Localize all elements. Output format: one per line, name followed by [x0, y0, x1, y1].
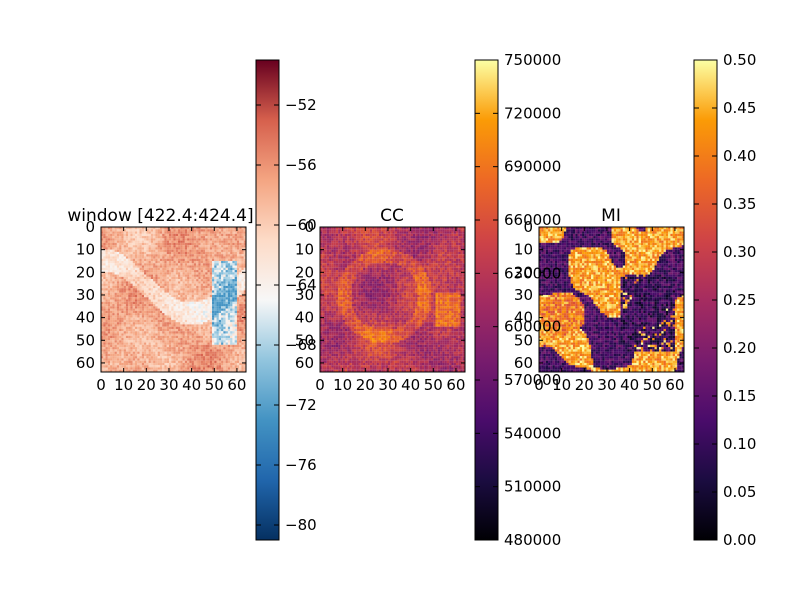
x-tick-label: 40	[401, 376, 420, 394]
colorbar-tick-label: 0.45	[723, 99, 756, 117]
x-tick-label: 10	[333, 376, 352, 394]
x-tick-label: 20	[356, 376, 375, 394]
heatmap-frame-window	[100, 226, 247, 373]
colorbar-tick-label: 540000	[504, 424, 561, 442]
colorbar-tick-label: 660000	[504, 211, 561, 229]
y-tick-label: 20	[514, 263, 533, 281]
x-tick-label: 0	[96, 376, 106, 394]
x-tick-label: 50	[205, 376, 224, 394]
colorbar-ticks-window: −52 −56 −60 −64 −68 −72 −76 −80	[256, 96, 317, 534]
x-tick-label: 50	[424, 376, 443, 394]
colorbar-tick-label: 600000	[504, 318, 561, 336]
colorbar-ticks-mi: 0.50 0.45 0.40 0.35 0.30 0.25 0.20 0.15 0.10 0.05…	[694, 51, 756, 549]
y-tick-label: 0	[523, 218, 533, 236]
colorbar-tick-label: 0.20	[723, 339, 756, 357]
heatmap-cells-cc	[320, 227, 466, 373]
x-tick-label: 30	[378, 376, 397, 394]
x-tick-label: 10	[552, 376, 571, 394]
x-tick-label: 60	[446, 376, 465, 394]
colorbar-cc: 750000 720000 690000 660000 630000 600000 5700…	[474, 51, 561, 549]
y-tick-label: 40	[76, 309, 95, 327]
heatmap-title-cc: CC	[380, 206, 404, 226]
x-tick-label: 0	[315, 376, 325, 394]
y-tick-label: 60	[295, 354, 314, 372]
y-tick-label: 30	[514, 286, 533, 304]
y-tick-label: 10	[76, 241, 95, 259]
colorbar-gradient-cc	[474, 59, 499, 541]
y-tick-label: 30	[76, 286, 95, 304]
x-tick-label: 40	[620, 376, 639, 394]
heatmap-title-window: window [422.4:424.4] ns	[67, 206, 278, 226]
colorbar-tick-label: 0.15	[723, 387, 756, 405]
colorbar-tick-label: −52	[285, 96, 317, 114]
y-tick-label: 20	[76, 263, 95, 281]
colorbar-tick-label: 630000	[504, 264, 561, 282]
x-tick-label: 20	[575, 376, 594, 394]
colorbar-tick-label: 510000	[504, 478, 561, 496]
heatmap-frame-mi	[538, 226, 685, 373]
x-tick-label: 60	[665, 376, 684, 394]
y-tick-label: 60	[514, 354, 533, 372]
y-tick-label: 0	[85, 218, 95, 236]
heatmap-frame-cc	[319, 226, 466, 373]
colorbar-gradient-window	[255, 59, 280, 541]
colorbar-tick-label: −64	[285, 276, 317, 294]
colorbar-tick-label: 570000	[504, 371, 561, 389]
colorbar-tick-label: 0.30	[723, 243, 756, 261]
x-tick-label: 50	[643, 376, 662, 394]
colorbar-tick-label: 0.50	[723, 51, 756, 69]
x-tick-label: 20	[137, 376, 156, 394]
colorbar-tick-label: −60	[285, 216, 317, 234]
y-tick-label: 30	[295, 286, 314, 304]
colorbar-tick-label: −68	[285, 336, 317, 354]
y-tick-label: 10	[514, 241, 533, 259]
heatmap-cells-window	[101, 227, 247, 373]
colorbar-tick-label: 720000	[504, 104, 561, 122]
y-tick-label: 50	[76, 331, 95, 349]
y-tick-label: 50	[514, 331, 533, 349]
x-tick-label: 10	[114, 376, 133, 394]
y-tick-label: 40	[514, 309, 533, 327]
colorbar-tick-label: 0.10	[723, 435, 756, 453]
colorbar-ticks-cc: 750000 720000 690000 660000 630000 600000 5700…	[475, 51, 561, 549]
colorbar-tick-label: 0.35	[723, 195, 756, 213]
colorbar-window: −52 −56 −60 −64 −68 −72 −76 −80	[255, 59, 317, 541]
x-tick-label: 0	[534, 376, 544, 394]
y-tick-label: 40	[295, 309, 314, 327]
colorbar-tick-label: 0.25	[723, 291, 756, 309]
heatmap-panel-window: window [422.4:424.4] ns 0 10 20 30 40 50 60010…	[67, 206, 278, 394]
colorbar-tick-label: −80	[285, 516, 317, 534]
colorbar-mi: 0.50 0.45 0.40 0.35 0.30 0.25 0.20 0.15 0.10 0.05…	[693, 51, 756, 549]
colorbar-tick-label: 0.00	[723, 531, 756, 549]
x-tick-label: 30	[597, 376, 616, 394]
y-tick-label: 0	[304, 218, 314, 236]
colorbar-tick-label: 480000	[504, 531, 561, 549]
y-tick-label: 20	[295, 263, 314, 281]
colorbar-tick-label: −76	[285, 456, 317, 474]
y-tick-label: 10	[295, 241, 314, 259]
x-tick-label: 60	[227, 376, 246, 394]
colorbar-tick-label: −56	[285, 156, 317, 174]
x-tick-label: 30	[159, 376, 178, 394]
colorbar-tick-label: 0.40	[723, 147, 756, 165]
x-tick-label: 40	[182, 376, 201, 394]
y-tick-label: 50	[295, 331, 314, 349]
y-tick-label: 60	[76, 354, 95, 372]
colorbar-tick-label: −72	[285, 396, 317, 414]
heatmap-title-mi: MI	[601, 206, 621, 226]
colorbar-tick-label: 750000	[504, 51, 561, 69]
colorbar-tick-label: 690000	[504, 158, 561, 176]
heatmap-cells-mi	[539, 227, 685, 373]
colorbar-tick-label: 0.05	[723, 483, 756, 501]
